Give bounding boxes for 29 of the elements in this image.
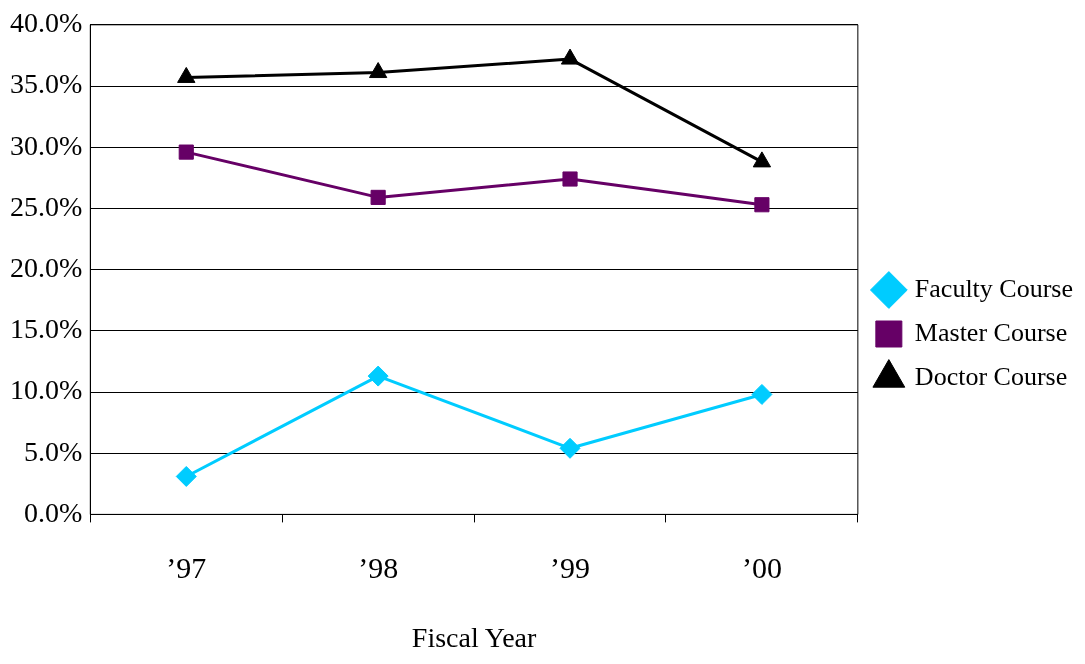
y-tick-label: 20.0%: [10, 251, 83, 283]
y-tick-label: 40.0%: [10, 7, 83, 39]
x-tick-label: ’98: [358, 551, 399, 585]
x-tick-label: ’97: [166, 551, 207, 585]
point: [752, 151, 772, 168]
legend-label: Master Course: [914, 317, 1068, 347]
y-tick-label: 5.0%: [24, 435, 83, 467]
x-tick-label: ’00: [741, 551, 782, 585]
point: [178, 144, 194, 160]
point: [370, 189, 386, 205]
y-tick-label: 10.0%: [10, 374, 83, 406]
point: [751, 383, 773, 405]
y-tick-label: 15.0%: [10, 313, 83, 345]
legend-label: Faculty Course: [914, 273, 1074, 303]
y-tick-label: 0.0%: [24, 496, 83, 528]
legend-label: Doctor Course: [914, 361, 1068, 391]
point: [175, 465, 197, 487]
point: [559, 437, 581, 459]
y-tick-label: 30.0%: [10, 129, 83, 161]
y-tick-label: 25.0%: [10, 190, 83, 222]
point: [177, 66, 196, 83]
point: [562, 171, 578, 187]
x-tick-label: ’99: [550, 551, 591, 585]
point: [754, 197, 770, 213]
point: [560, 48, 580, 65]
point: [368, 62, 388, 79]
point: [367, 365, 389, 387]
y-tick-label: 35.0%: [10, 68, 83, 100]
x-axis-title: Fiscal Year: [411, 621, 537, 653]
